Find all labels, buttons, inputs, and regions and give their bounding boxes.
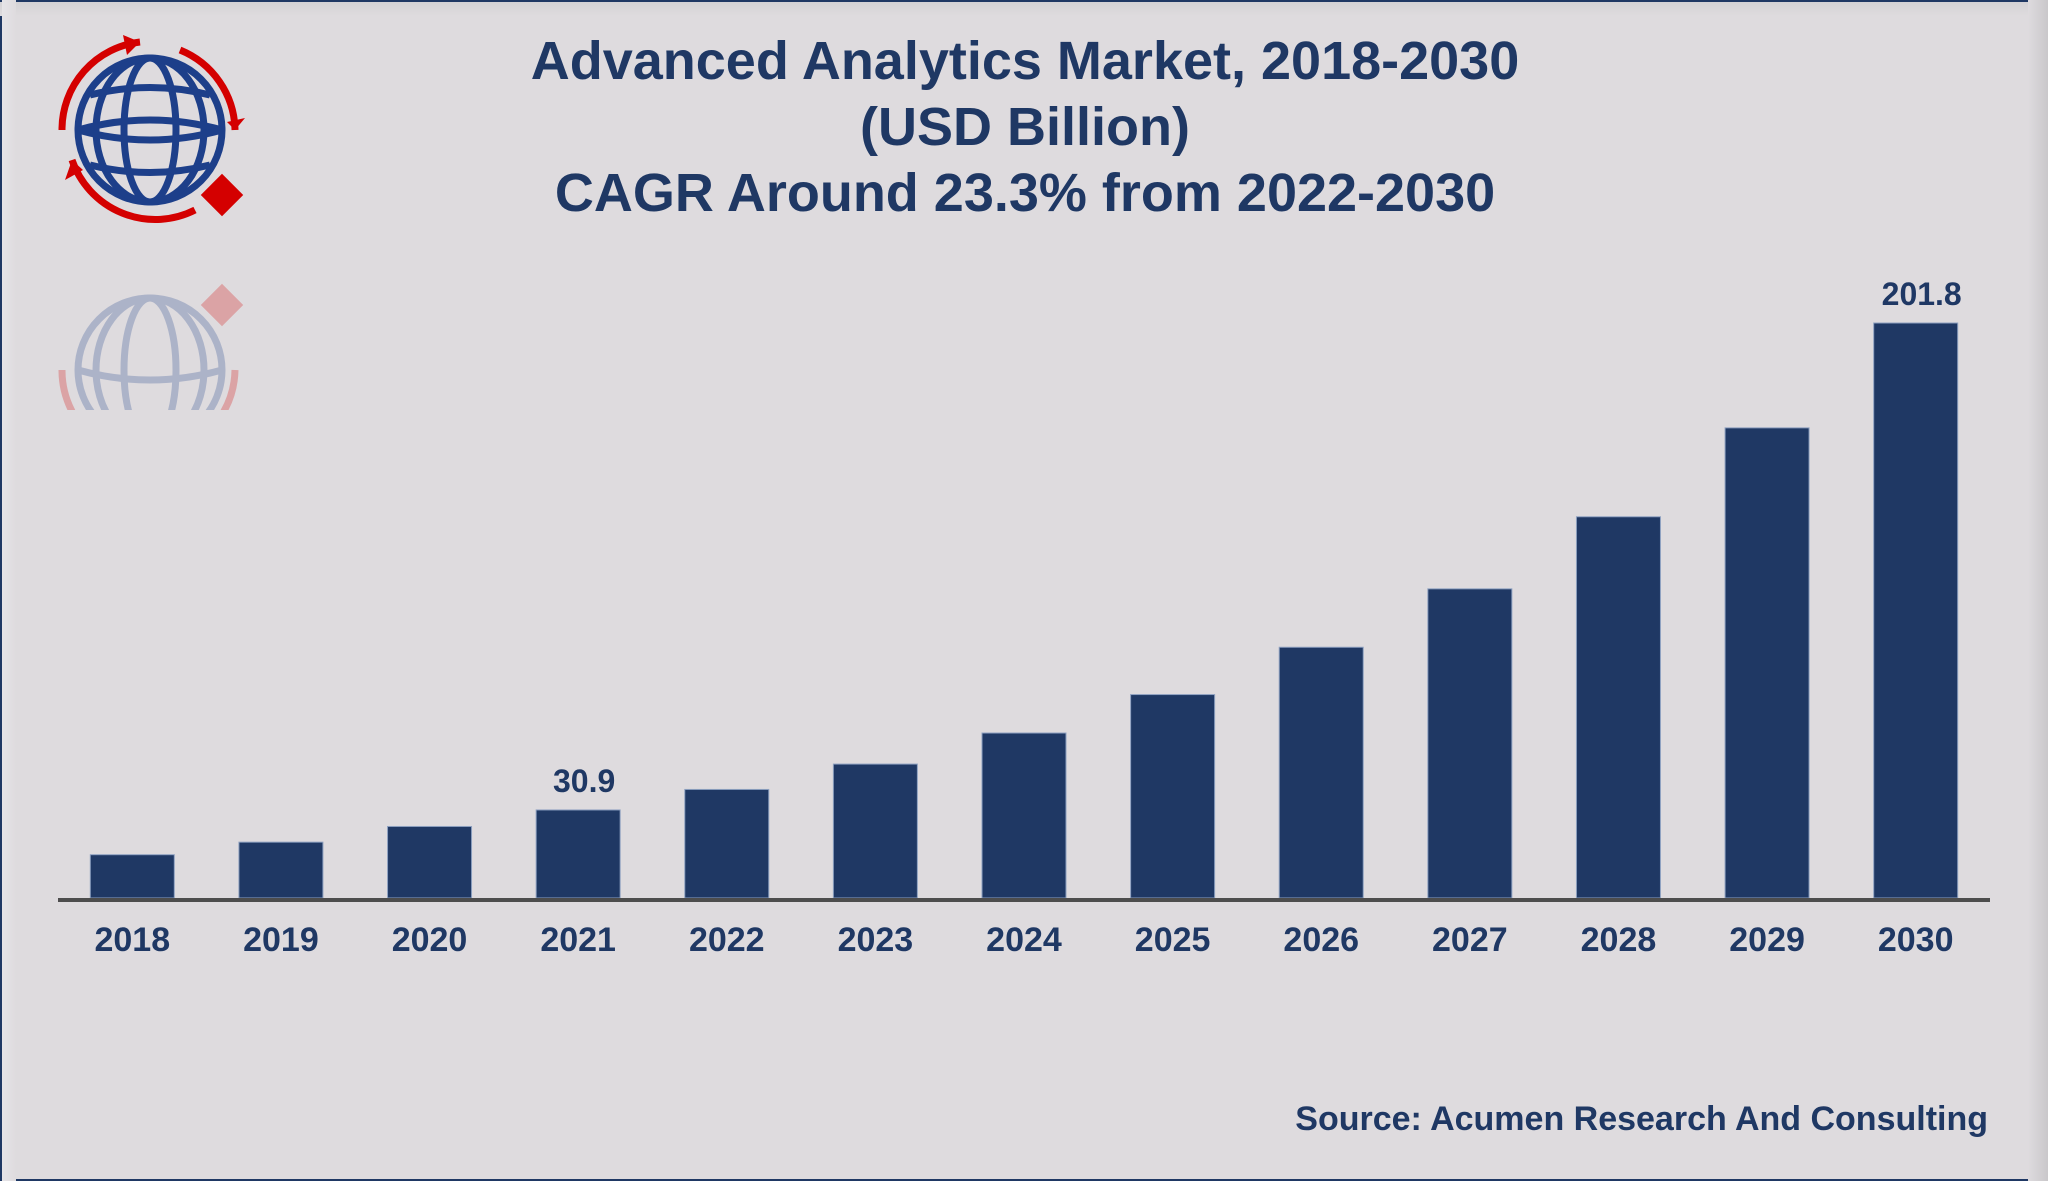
bar-2021 — [535, 809, 621, 899]
chart-title: Advanced Analytics Market, 2018-2030 (US… — [400, 28, 1650, 226]
x-tick-label: 2019 — [243, 921, 319, 959]
bar-2027 — [1427, 588, 1513, 899]
x-tick-label: 2029 — [1729, 921, 1805, 959]
x-tick-label: 2028 — [1581, 921, 1657, 959]
x-tick-label: 2022 — [689, 921, 765, 959]
bar-2024 — [981, 732, 1067, 899]
x-tick-label: 2023 — [838, 921, 914, 959]
bar-2022 — [684, 788, 770, 899]
x-tick-label: 2020 — [392, 921, 468, 959]
x-tick-label: 2018 — [94, 921, 170, 959]
source-note: Source: Acumen Research And Consulting — [1295, 1100, 1988, 1138]
x-tick-label: 2021 — [540, 921, 616, 959]
title-line-1: Advanced Analytics Market, 2018-2030 — [530, 31, 1520, 91]
bar-2028 — [1575, 516, 1661, 899]
x-tick-label: 2030 — [1878, 921, 1954, 959]
frame-bevel-top — [0, 2, 2048, 16]
x-tick-label: 2024 — [986, 921, 1062, 959]
bar-2020 — [387, 825, 473, 899]
x-tick-label: 2027 — [1432, 921, 1508, 959]
company-logo-icon — [55, 30, 255, 230]
bar-2019 — [238, 841, 324, 899]
data-label-2030: 201.8 — [1882, 276, 1962, 312]
bar-2030 — [1873, 322, 1959, 899]
title-line-2: (USD Billion) — [860, 97, 1190, 157]
x-tick-label: 2025 — [1135, 921, 1211, 959]
frame-bevel-right — [2028, 0, 2048, 1181]
logo-reflection — [55, 270, 255, 410]
bar-2023 — [832, 763, 918, 899]
title-line-3-cagr: CAGR Around 23.3% from 2022-2030 — [554, 163, 1496, 223]
bar-2029 — [1724, 427, 1810, 899]
bar-2026 — [1278, 646, 1364, 899]
bar-2025 — [1130, 694, 1216, 899]
frame-bevel-left — [2, 0, 16, 1181]
data-label-2021: 30.9 — [553, 763, 615, 799]
x-tick-label: 2026 — [1283, 921, 1359, 959]
bar-2018 — [89, 854, 175, 899]
